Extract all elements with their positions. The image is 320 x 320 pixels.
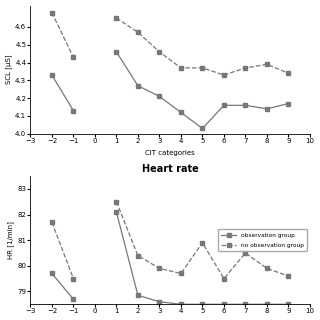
no observation group xyxy=(50,220,54,224)
X-axis label: CIT categories: CIT categories xyxy=(145,149,195,156)
Y-axis label: HR [1/min]: HR [1/min] xyxy=(8,221,14,259)
observation group xyxy=(71,297,75,301)
Line: no observation group: no observation group xyxy=(50,220,75,280)
Legend: observation group, no observation group: observation group, no observation group xyxy=(218,229,307,251)
Line: observation group: observation group xyxy=(50,272,75,301)
Title: Heart rate: Heart rate xyxy=(142,164,198,174)
Y-axis label: SCL [µS]: SCL [µS] xyxy=(5,55,12,84)
observation group xyxy=(50,272,54,276)
no observation group xyxy=(71,277,75,281)
